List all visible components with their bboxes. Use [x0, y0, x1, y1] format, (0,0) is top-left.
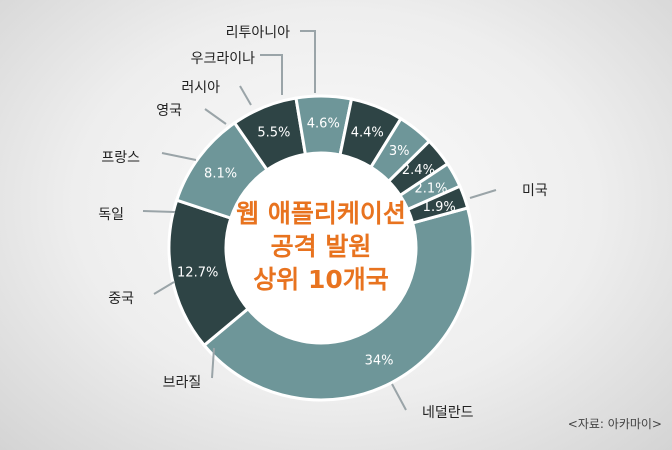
chart-title: 웹 애플리케이션 공격 발원 상위 10개국 — [221, 197, 421, 296]
category-label-7: 러시아 — [181, 80, 220, 96]
slice-9 — [405, 184, 470, 225]
category-label-3: 중국 — [108, 291, 134, 307]
value-label-8: 2.1% — [414, 182, 447, 197]
leader-line-8 — [260, 54, 283, 95]
leader-line-5 — [161, 152, 197, 161]
value-label-4: 4.6% — [307, 117, 340, 132]
leader-line-1 — [391, 383, 407, 411]
source-note: <자료: 아카마이> — [567, 417, 662, 431]
category-label-1: 네덜란드 — [422, 405, 474, 421]
value-label-5: 4.4% — [351, 125, 384, 140]
leader-line-4 — [142, 210, 176, 213]
value-label-3: 5.5% — [257, 126, 290, 141]
category-label-8: 우크라이나 — [191, 51, 256, 67]
leader-line-3 — [153, 281, 175, 295]
category-label-5: 프랑스 — [101, 150, 140, 166]
category-label-2: 브라질 — [163, 375, 202, 391]
leader-line-0 — [469, 189, 497, 199]
leader-line-6 — [204, 108, 227, 125]
slice-0 — [202, 206, 475, 402]
value-label-0: 34% — [365, 353, 394, 368]
chart-title-line-3: 상위 10개국 — [253, 265, 389, 294]
value-label-6: 3% — [389, 144, 410, 159]
leader-line-7 — [239, 85, 252, 106]
category-label-0: 미국 — [522, 183, 548, 199]
chart-title-line-1: 웹 애플리케이션 — [236, 199, 406, 228]
category-label-4: 독일 — [98, 207, 124, 223]
leader-line-2 — [211, 347, 215, 379]
category-label-6: 영국 — [156, 103, 182, 119]
value-label-1: 12.7% — [177, 265, 218, 280]
chart-title-line-2: 공격 발원 — [270, 232, 372, 261]
leader-line-9 — [300, 30, 316, 93]
donut-hole — [227, 154, 415, 342]
value-label-9: 1.9% — [423, 200, 456, 215]
value-label-7: 2.4% — [402, 163, 435, 178]
category-label-9: 리투아니아 — [226, 25, 291, 41]
value-label-2: 8.1% — [204, 167, 237, 182]
